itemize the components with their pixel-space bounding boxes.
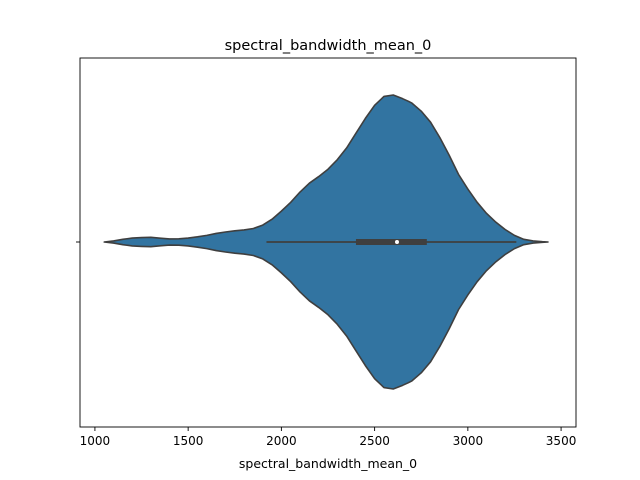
x-tick-label: 3500 (546, 434, 577, 448)
iqr-box (355, 239, 427, 245)
x-axis-ticks: 1000 1500 2000 2500 3000 3500 (80, 427, 577, 448)
x-axis-label: spectral_bandwidth_mean_0 (239, 456, 417, 471)
chart-title: spectral_bandwidth_mean_0 (225, 38, 432, 54)
plot-frame (79, 57, 577, 428)
x-tick-label: 2000 (266, 434, 297, 448)
box-plot-inner (266, 239, 517, 245)
x-tick-label: 1000 (80, 434, 111, 448)
x-tick-label: 2500 (359, 434, 390, 448)
median-marker (394, 240, 399, 244)
x-tick-label: 3000 (453, 434, 484, 448)
x-tick-label: 1500 (173, 434, 204, 448)
